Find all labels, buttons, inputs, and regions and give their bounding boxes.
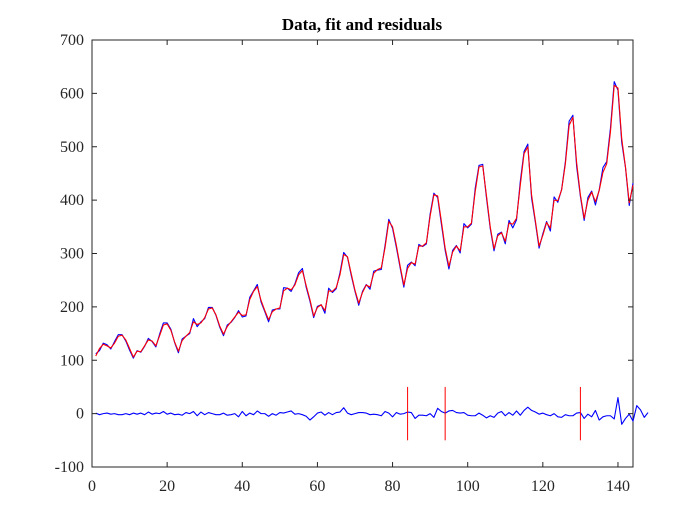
y-tick-label: -100 (55, 459, 84, 476)
y-tick-label: 600 (60, 85, 84, 102)
residuals-series-line (95, 397, 649, 425)
x-tick-label: 0 (88, 478, 96, 495)
x-tick-label: 80 (385, 478, 401, 495)
x-tick-label: 120 (531, 478, 555, 495)
x-tick-label: 20 (159, 478, 175, 495)
y-tick-label: 100 (60, 352, 84, 369)
x-tick-label: 60 (309, 478, 325, 495)
x-axis: 0 20 40 60 80 100 120 140 (88, 40, 630, 495)
y-tick-label: 300 (60, 246, 84, 263)
chart-title: Data, fit and residuals (282, 15, 443, 34)
y-tick-label: 200 (60, 299, 84, 316)
x-tick-label: 100 (456, 478, 480, 495)
y-tick-label: 0 (76, 406, 84, 423)
plot-frame (91, 39, 634, 468)
y-tick-label: 700 (60, 32, 84, 49)
fit-series-line (95, 84, 634, 358)
y-tick-label: 500 (60, 139, 84, 156)
y-axis: -100 0 100 200 300 400 500 600 700 (55, 32, 633, 476)
x-tick-label: 40 (234, 478, 250, 495)
plot-area (91, 39, 634, 468)
series-layer (95, 81, 649, 441)
x-tick-label: 140 (606, 478, 630, 495)
y-tick-label: 400 (60, 192, 84, 209)
